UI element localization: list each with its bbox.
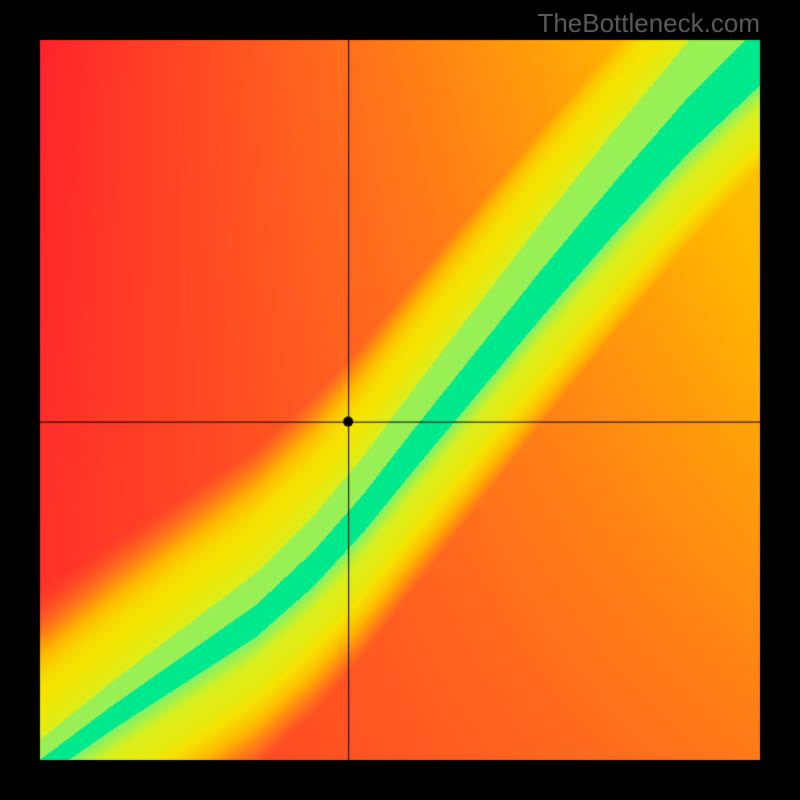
bottleneck-heatmap [0, 0, 800, 800]
watermark-text: TheBottleneck.com [537, 8, 760, 39]
